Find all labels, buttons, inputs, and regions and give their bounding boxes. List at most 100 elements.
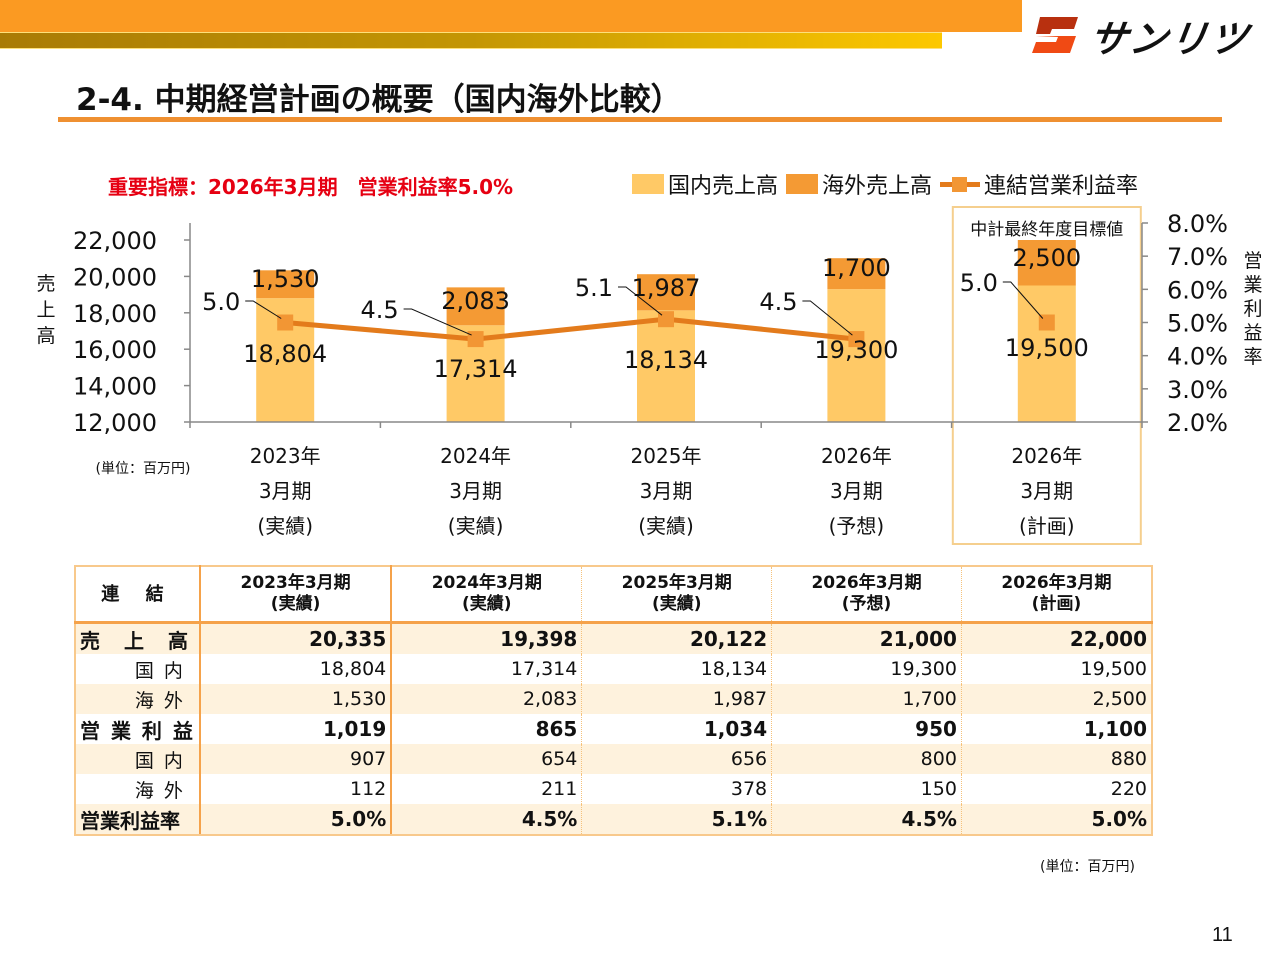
- table-cell: 112: [199, 774, 393, 804]
- table-cell: 654: [391, 744, 583, 774]
- data-label-margin: 5.1: [575, 274, 613, 302]
- table-cell: 20,335: [199, 622, 393, 654]
- y-tick-label: 14,000: [73, 373, 157, 401]
- table-row: 売 上 高 20,335 19,398 20,122 21,000 22,000: [74, 622, 1153, 654]
- y2-tick-label: 2.0%: [1167, 409, 1228, 437]
- legend-label-overseas: 海外売上高: [822, 174, 933, 199]
- table-cell: 18,804: [199, 654, 393, 684]
- table-row: 海外 1,530 2,083 1,987 1,700 2,500: [74, 684, 1153, 714]
- y2-tick-label: 4.0%: [1167, 343, 1228, 371]
- margin-marker: [277, 314, 294, 331]
- x-category-label: 3月期: [830, 479, 883, 503]
- row-label: 売 上 高: [74, 622, 201, 654]
- bar-overseas: [1017, 240, 1076, 286]
- table-cell: 1,530: [199, 684, 393, 714]
- x-category-label: (実績): [257, 514, 313, 538]
- x-category-label: 2024年: [440, 444, 511, 468]
- data-label-overseas: 1,700: [822, 254, 891, 282]
- table-unit-note: (単位：百万円): [1040, 859, 1135, 875]
- y2-axis-title-char: 率: [1243, 346, 1262, 368]
- y2-tick-label: 8.0%: [1167, 210, 1228, 238]
- x-category-label: 3月期: [449, 479, 502, 503]
- table-cell: 378: [581, 774, 773, 804]
- page-number: 11: [1212, 924, 1233, 946]
- table-cell: 800: [771, 744, 962, 774]
- table-cell: 150: [771, 774, 962, 804]
- margin-leader-line: [618, 286, 663, 316]
- row-label: 国内: [74, 654, 201, 684]
- row-label: 海外: [74, 684, 201, 714]
- legend-item-domestic: 国内売上高: [632, 168, 778, 200]
- company-logo: サンリツ: [1030, 12, 1253, 61]
- x-category-label: (実績): [638, 514, 694, 538]
- bar-overseas: [446, 287, 505, 326]
- y-tick-label: 22,000: [73, 227, 157, 255]
- data-label-domestic: 18,804: [243, 340, 327, 368]
- table-cell: 19,500: [961, 654, 1153, 684]
- table-cell: 22,000: [961, 622, 1153, 654]
- table-row: 営 業 利 益 1,019 865 1,034 950 1,100: [74, 714, 1153, 744]
- table-column-header: 2025年3月期 (実績): [581, 565, 773, 624]
- row-label: 営業利益率: [74, 804, 201, 836]
- table-cell: 1,700: [771, 684, 962, 714]
- table-cell: 20,122: [581, 622, 773, 654]
- table-cell: 19,300: [771, 654, 962, 684]
- data-label-domestic: 19,300: [814, 336, 898, 364]
- table-cell: 1,100: [961, 714, 1153, 744]
- table-cell: 5.1%: [581, 804, 773, 836]
- y2-axis-title-char: 利: [1243, 298, 1262, 320]
- table-cell: 1,019: [199, 714, 393, 744]
- margin-leader-line: [1002, 281, 1044, 319]
- data-label-margin: 4.5: [759, 288, 797, 316]
- data-label-domestic: 17,314: [434, 355, 518, 383]
- financial-table: 連 結 2023年3月期 (実績) 2024年3月期 (実績) 2025年3月期 (実…: [74, 565, 1153, 836]
- table-cell: 5.0%: [961, 804, 1153, 836]
- table-cell: 4.5%: [391, 804, 583, 836]
- y2-axis-title-char: 益: [1243, 322, 1262, 344]
- table-row: 海外 112 211 378 150 220: [74, 774, 1153, 804]
- bar-overseas: [827, 258, 886, 290]
- kpi-headline: 重要指標：2026年3月期 営業利益率5.0%: [108, 175, 514, 199]
- data-label-domestic: 19,500: [1005, 334, 1089, 362]
- y-axis-title-char: 売: [36, 273, 55, 295]
- x-category-label: 3月期: [259, 479, 312, 503]
- table-column-header: 2024年3月期 (実績): [391, 565, 583, 624]
- chart-legend: 国内売上高 海外売上高 連結営業利益率: [632, 168, 1146, 200]
- x-category-label: 2026年: [821, 444, 892, 468]
- legend-swatch-overseas: [786, 174, 819, 194]
- y2-axis-title-char: 営: [1243, 250, 1262, 272]
- page-title: 2-4. 中期経営計画の概要（国内海外比較）: [76, 82, 682, 118]
- table-cell: 907: [199, 744, 393, 774]
- table-corner-header: 連 結: [74, 565, 201, 624]
- logo-s-icon: [1032, 17, 1078, 53]
- table-cell: 4.5%: [771, 804, 962, 836]
- row-label: 国内: [74, 744, 201, 774]
- logo-text: サンリツ: [1086, 16, 1253, 61]
- table-cell: 220: [961, 774, 1153, 804]
- data-label-margin: 5.0: [202, 288, 240, 316]
- y-tick-label: 18,000: [73, 300, 157, 328]
- y2-tick-label: 6.0%: [1167, 276, 1228, 304]
- bar-domestic: [637, 310, 695, 422]
- margin-leader-line: [403, 308, 472, 336]
- y2-tick-label: 7.0%: [1167, 243, 1228, 271]
- sales-margin-chart: 中計最終年度目標値 12,000 14,000 16,000 18,000 20,000 2…: [36, 206, 1263, 545]
- margin-leader-line: [245, 300, 282, 319]
- table-cell: 1,987: [581, 684, 773, 714]
- bar-domestic: [827, 289, 886, 422]
- header-gold-bar: [0, 32, 942, 49]
- y2-axis-title-char: 業: [1243, 274, 1262, 296]
- x-category-label: (予想): [829, 514, 885, 538]
- y2-tick-label: 3.0%: [1167, 376, 1228, 404]
- table-row: 営業利益率 5.0% 4.5% 5.1% 4.5% 5.0%: [74, 804, 1153, 836]
- table-cell: 2,500: [961, 684, 1153, 714]
- data-label-domestic: 18,134: [624, 346, 708, 374]
- title-underline: [58, 117, 1222, 122]
- chart-unit-note: (単位：百万円): [96, 461, 191, 477]
- x-category-label: 2026年: [1011, 444, 1082, 468]
- legend-swatch-domestic: [632, 174, 664, 194]
- data-label-margin: 4.5: [361, 296, 399, 324]
- x-category-label: 3月期: [1020, 479, 1073, 503]
- y-tick-label: 20,000: [73, 263, 157, 291]
- bar-overseas: [637, 274, 695, 311]
